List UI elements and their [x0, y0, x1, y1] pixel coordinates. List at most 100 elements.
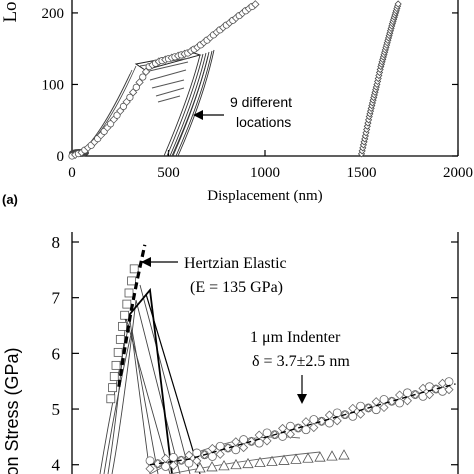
- loading-branches: [75, 65, 137, 157]
- lower-curve: [169, 451, 321, 474]
- bottom-panel-diamond-marker: [309, 422, 319, 433]
- bottom-panel-square-marker: [115, 334, 125, 344]
- series-1-circle-marker: [139, 73, 147, 81]
- bottom-panel-square-marker: [129, 264, 139, 274]
- series-1-circle-marker: [132, 83, 140, 91]
- bottom-panel-triangle-marker: [314, 451, 326, 462]
- bottom-panel-circle-marker: [444, 377, 454, 387]
- bottom-panel-square-marker: [118, 321, 127, 331]
- panel-a: 0 500 1000 1500 2000 0 100 200 Lo: [0, 0, 473, 207]
- bottom-panel-diamond-marker: [231, 437, 241, 447]
- bottom-panel-triangle-marker: [290, 453, 302, 464]
- bottom-panel-square-marker: [113, 347, 123, 357]
- top-panel-y-tick-label: 200: [42, 6, 65, 22]
- bottom-panel-triangle-marker: [242, 457, 254, 469]
- bottom-panel-triangle-marker: [194, 462, 206, 473]
- bottom-panel-diamond-marker: [215, 449, 225, 459]
- top-panel-x-tick-label: 1500: [347, 165, 377, 181]
- indenter-delta-label: δ = 3.7±2.5 nm: [252, 353, 350, 370]
- bottom-panel-y-tick-label: 6: [52, 344, 61, 363]
- bottom-panel-circle-marker: [301, 425, 311, 435]
- top-panel-y-tick-label: 100: [42, 77, 65, 93]
- bottom-panel-circle-marker: [262, 428, 272, 438]
- bottom-panel-diamond-marker: [285, 429, 295, 439]
- bottom-panel-diamond-marker: [192, 456, 202, 466]
- series-1-circle-marker: [113, 111, 121, 119]
- hertzian-label: Hertzian Elastic: [184, 255, 287, 272]
- series-1-diamond-marker: [128, 88, 138, 97]
- bottom-panel-diamond-marker: [424, 390, 435, 400]
- bottom-panel-y-axis-label: on Stress (GPa): [2, 347, 22, 474]
- bottom-panel-circle-marker: [168, 452, 178, 462]
- bottom-panel-y-tick-label: 5: [52, 400, 61, 419]
- bottom-panel-y-tick-label: 7: [52, 289, 61, 308]
- bottom-panel-triangle-marker: [254, 456, 266, 467]
- bottom-panel-diamond-marker: [395, 390, 405, 400]
- bottom-panel-diamond-marker: [153, 459, 163, 469]
- bottom-panel-diamond-marker: [348, 403, 358, 413]
- bottom-panel-circle-marker: [161, 462, 171, 471]
- bottom-panel-square-marker: [109, 372, 119, 381]
- bottom-panel-y-tick-label: 8: [52, 233, 61, 252]
- bottom-panel-square-marker: [106, 394, 116, 404]
- bottom-panel-square-marker: [122, 299, 132, 309]
- series-2-diamond-marker: [361, 132, 369, 140]
- hertzian-elastic-line: [117, 244, 147, 388]
- bottom-panel-circle-marker: [348, 411, 358, 421]
- series-2-diamond-marker: [394, 0, 402, 8]
- indenter-arrow-head: [297, 394, 307, 404]
- bottom-panel-circle-marker: [402, 388, 412, 398]
- bottom-panel-triangle-marker: [266, 455, 278, 466]
- bottom-panel-y-tick-label: 4: [52, 456, 61, 474]
- top-panel-x-tick-label: 500: [157, 165, 180, 181]
- series-1-circle-marker: [119, 102, 128, 111]
- bottom-panel-circle-marker: [184, 458, 194, 468]
- series-1-diamond-marker: [141, 67, 151, 76]
- hertzian-modulus-label: (E = 135 GPa): [190, 279, 283, 296]
- top-panel-y-tick-label: 0: [57, 149, 65, 165]
- bottom-panel-triangle-marker: [278, 454, 290, 465]
- bottom-panel-circle-marker: [332, 408, 342, 418]
- top-panel-x-tick-label: 0: [68, 165, 76, 181]
- bottom-panel-square-marker: [120, 310, 130, 320]
- bottom-panel-square-marker: [108, 383, 117, 393]
- bottom-panel-circle-marker: [207, 452, 217, 461]
- bottom-panel-circle-marker: [145, 456, 155, 466]
- top-panel-x-axis-label: Displacement (nm): [207, 188, 322, 204]
- series-2-diamond-marker: [363, 125, 371, 134]
- bottom-panel-diamond-marker: [246, 436, 256, 446]
- bottom-panel-markers: [106, 264, 454, 474]
- top-panel-x-tick-label: 1000: [250, 165, 280, 181]
- annotation-line-1: 9 different: [230, 94, 292, 110]
- series-1-markers: [68, 0, 260, 160]
- bottom-panel-diamond-marker: [444, 385, 454, 395]
- bottom-panel-triangle-marker: [206, 461, 218, 472]
- panel-label-a: (a): [2, 192, 18, 207]
- bottom-panel-triangle-marker: [230, 458, 242, 470]
- annotation-arrow-head: [193, 110, 203, 120]
- bottom-panel-y-ticks: 4 5 6 7 8: [52, 233, 458, 474]
- bottom-panel-triangle-marker: [218, 460, 230, 471]
- bottom-panel-diamond-marker: [301, 417, 311, 427]
- top-panel-y-axis-label: Lo: [0, 1, 21, 22]
- annotation-line-2: locations: [236, 114, 291, 130]
- bottom-panel-triangle-marker: [302, 452, 314, 463]
- bold-stress-curve: [124, 287, 173, 474]
- panel-b: 4 5 6 7 8 on Stress (GPa) Hertzian Elastic (…: [2, 232, 459, 474]
- top-panel-x-ticks: 0 500 1000 1500 2000: [68, 150, 473, 181]
- bottom-panel-triangle-marker: [326, 450, 338, 461]
- bottom-panel-diamond-marker: [239, 443, 249, 453]
- bottom-panel-diamond-marker: [324, 410, 334, 420]
- series-1-circle-marker: [107, 120, 115, 128]
- bottom-panel-triangle-marker: [338, 449, 350, 460]
- bottom-panel-circle-marker: [371, 405, 381, 415]
- bottom-panel-circle-marker: [278, 432, 288, 441]
- bottom-panel-diamond-marker: [356, 409, 366, 419]
- bottom-panel-diamond-marker: [262, 436, 272, 446]
- series-1-diamond-marker: [251, 0, 260, 9]
- bottom-panel-square-marker: [124, 288, 134, 298]
- bottom-panel-diamond-marker: [145, 464, 155, 474]
- bottom-panel-diamond-marker: [168, 460, 178, 470]
- bottom-panel-square-marker: [127, 276, 136, 286]
